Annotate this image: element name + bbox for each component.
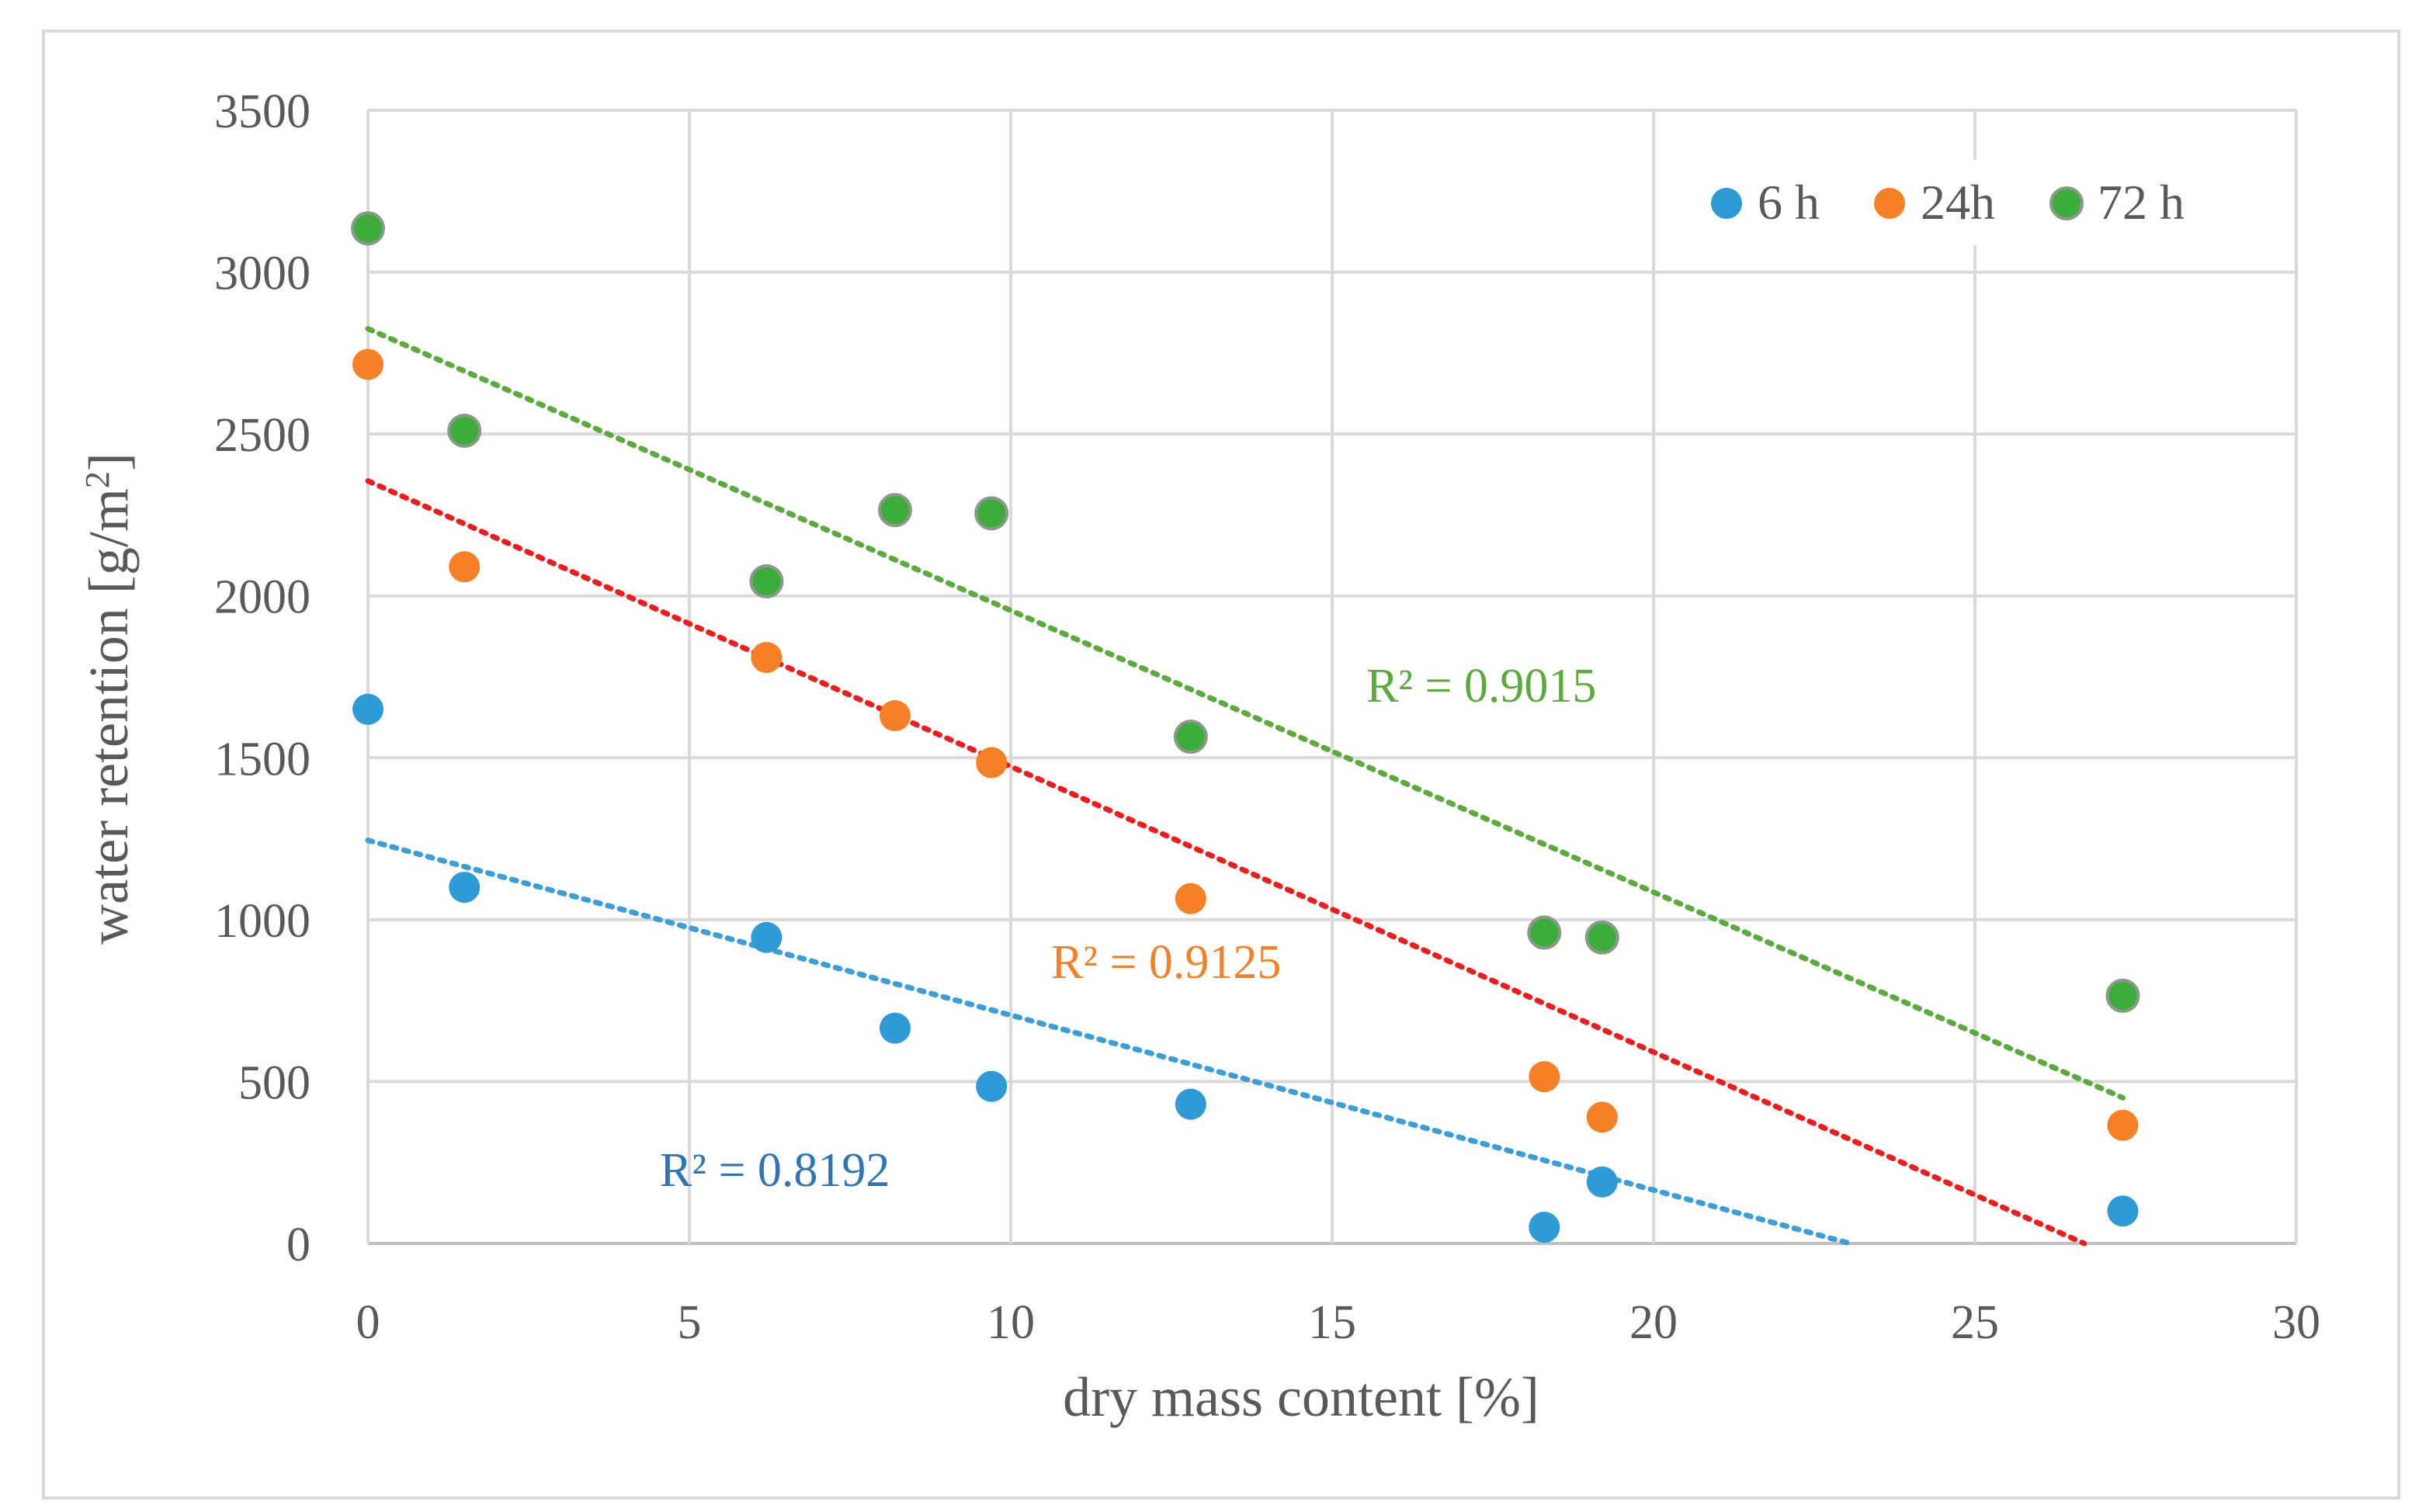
y-tick-label: 0 (286, 1219, 311, 1271)
data-points (351, 211, 2140, 1243)
legend-marker (1874, 188, 1905, 219)
data-point (1586, 1166, 1618, 1198)
data-point (751, 921, 783, 953)
y-axis-label-sup: 2 (78, 471, 116, 488)
data-point (449, 551, 481, 583)
legend-label: 6 h (1758, 175, 1820, 230)
data-point (1584, 920, 1619, 955)
legend-box (1692, 160, 2228, 245)
y-tick-label: 3000 (214, 248, 311, 300)
tick-labels: 0 500 1000 1500 2000 2500 3000 3500 0 5 10 15 20 25 30 (214, 85, 2320, 1349)
legend-label: 24h (1921, 175, 1995, 230)
data-point (1527, 915, 1562, 950)
x-tick-label: 15 (1308, 1296, 1356, 1349)
y-tick-label: 2500 (214, 409, 311, 462)
x-tick-label: 30 (2272, 1296, 2320, 1349)
y-tick-label: 1000 (214, 895, 311, 948)
x-tick-label: 10 (987, 1296, 1035, 1349)
y-tick-label: 1500 (214, 733, 311, 785)
legend-label: 72 h (2098, 175, 2185, 230)
legend-marker (2049, 186, 2084, 220)
y-tick-label: 500 (238, 1056, 311, 1109)
data-point (1529, 1061, 1560, 1093)
data-point (749, 564, 784, 598)
data-point (1175, 1088, 1206, 1120)
data-point (1586, 1101, 1618, 1133)
x-tick-label: 25 (1951, 1296, 1999, 1349)
chart-frame (42, 29, 2400, 1500)
legend-marker (1711, 188, 1742, 219)
legend: 6 h 24h 72 h (1711, 175, 2185, 230)
data-point (351, 211, 385, 246)
x-tick-label: 20 (1629, 1296, 1678, 1349)
y-tick-label: 2000 (214, 571, 311, 624)
x-axis-label: dry mass content [%] (1063, 1366, 1539, 1428)
data-point (974, 496, 1009, 531)
x-tick-label: 5 (678, 1296, 702, 1349)
data-point (879, 700, 911, 732)
y-axis-label-end: ] (78, 453, 140, 471)
data-point (1175, 883, 1206, 914)
data-point (352, 693, 384, 725)
r2-label-24h: R² = 0.9125 (1051, 936, 1281, 989)
data-point (449, 872, 481, 903)
data-point (976, 1070, 1008, 1102)
data-point (976, 747, 1008, 779)
data-point (352, 349, 384, 380)
data-point (2107, 1109, 2139, 1141)
data-point (447, 413, 482, 448)
r2-label-72h: R² = 0.9015 (1366, 660, 1596, 713)
trendline-1 (365, 478, 2088, 1247)
data-point (2105, 978, 2140, 1013)
data-point (2107, 1195, 2139, 1227)
y-axis-label: water retention [g/m2] (78, 453, 140, 945)
x-tick-label: 0 (356, 1296, 380, 1349)
trendline-2 (365, 326, 2126, 1101)
data-point (879, 1012, 911, 1044)
data-point (1529, 1212, 1560, 1243)
data-point (877, 493, 912, 528)
y-axis-label-main: water retention [g/m (78, 488, 140, 945)
data-point (751, 641, 783, 673)
data-point (1173, 720, 1208, 754)
y-tick-label: 3500 (214, 85, 311, 138)
r2-label-6h: R² = 0.8192 (660, 1144, 890, 1197)
